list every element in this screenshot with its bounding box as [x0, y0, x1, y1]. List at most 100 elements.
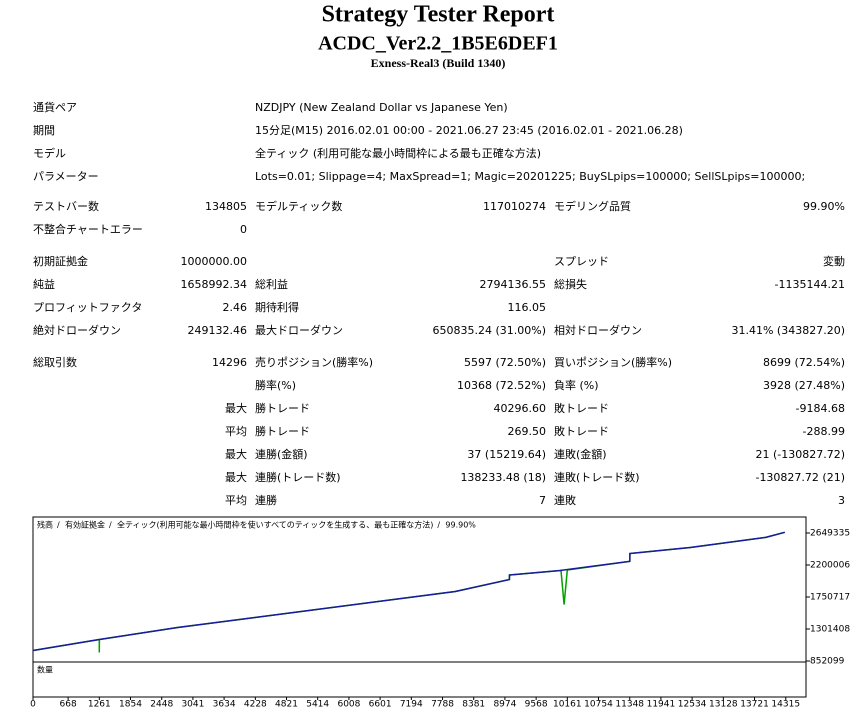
row-value: 37 (15219.64) [467, 448, 546, 461]
row-label: 敗トレード [554, 401, 609, 415]
row-label: 期待利得 [255, 300, 299, 314]
x-tick-label: 3634 [213, 700, 236, 710]
row-label: モデリング品質 [554, 199, 631, 213]
x-tick-label: 8974 [493, 700, 516, 710]
row-label: 純益 [33, 277, 55, 291]
server: Exness-Real3 (Build 1340) [371, 56, 506, 70]
y-tick-label: 2200006 [810, 561, 850, 571]
row-label: テストバー数 [33, 200, 99, 213]
x-tick-label: 10161 [553, 700, 582, 710]
row-label: 連敗(金額) [554, 447, 607, 461]
row-label: 相対ドローダウン [554, 323, 642, 337]
row-value: 8699 (72.54%) [763, 356, 845, 369]
legend-entry: 残高 [37, 520, 53, 530]
volume-label: 数量 [37, 665, 53, 675]
row-value: 134805 [205, 200, 247, 213]
volume-frame [32, 661, 807, 698]
row-value: 249132.46 [188, 324, 248, 337]
x-tick-label: 11941 [647, 700, 676, 710]
x-tick-label: 7194 [400, 700, 423, 710]
row-value: -130827.72 (21) [755, 471, 845, 484]
y-tick-label: 1750717 [810, 592, 850, 602]
row-value: 21 (-130827.72) [755, 448, 845, 461]
row-value: 117010274 [483, 200, 546, 213]
x-tick-label: 4228 [244, 700, 267, 710]
row-label: 敗トレード [554, 424, 609, 438]
legend-sep: / [437, 521, 440, 530]
row-label: 連勝(トレード数) [255, 470, 341, 484]
x-tick-label: 4821 [275, 700, 298, 710]
row-value: 最大 [225, 401, 247, 415]
row-label: 15分足(M15) 2016.02.01 00:00 - 2021.06.27 … [255, 124, 683, 137]
series-line [32, 531, 785, 652]
row-label: 勝トレード [255, 424, 310, 438]
legend-sep: / [109, 521, 112, 530]
row-label: 総取引数 [33, 355, 77, 369]
row-value: 40296.60 [494, 402, 547, 415]
row-value: -9184.68 [796, 402, 845, 415]
x-tick-label: 668 [60, 700, 77, 710]
row-label: 総利益 [255, 277, 288, 291]
x-tick-label: 13128 [709, 700, 738, 710]
x-tick-label: 11348 [615, 700, 644, 710]
x-tick-label: 12534 [678, 700, 707, 710]
y-tick-label: 2649335 [810, 529, 850, 539]
row-label: 全ティック (利用可能な最小時間枠による最も正確な方法) [255, 146, 541, 160]
row-label: 最大ドローダウン [255, 323, 343, 337]
row-value: 最大 [225, 447, 247, 461]
row-value: -1135144.21 [775, 278, 845, 291]
row-value: 116.05 [508, 301, 547, 314]
legend-entry: 有効証拠金 [65, 520, 105, 530]
x-tick-label: 8381 [462, 700, 485, 710]
row-value: -288.99 [803, 425, 845, 438]
row-value: 平均 [225, 425, 247, 438]
row-label: モデル [33, 146, 66, 160]
x-tick-label: 2448 [150, 700, 173, 710]
legend-entry: 99.90% [445, 521, 476, 530]
row-label: 買いポジション(勝率%) [554, 355, 672, 369]
row-label: Lots=0.01; Slippage=4; MaxSpread=1; Magi… [255, 170, 805, 183]
row-value: 1000000.00 [181, 255, 247, 268]
x-tick-label: 13721 [740, 700, 769, 710]
row-value: 138233.48 (18) [460, 471, 546, 484]
row-label: 売りポジション(勝率%) [255, 355, 373, 369]
row-label: 連勝(金額) [255, 447, 308, 461]
row-label: 負率 (%) [554, 378, 599, 392]
row-value: 0 [240, 223, 247, 236]
row-label: NZDJPY (New Zealand Dollar vs Japanese Y… [255, 101, 508, 114]
row-value: 14296 [212, 356, 247, 369]
row-label: 期間 [33, 124, 55, 137]
row-value: 31.41% (343827.20) [731, 324, 845, 337]
row-label: 勝トレード [255, 401, 310, 415]
row-label: パラメーター [33, 170, 99, 183]
row-value: 269.50 [508, 425, 547, 438]
x-tick-label: 10754 [584, 700, 613, 710]
row-label: 不整合チャートエラー [33, 222, 143, 236]
y-tick-label: 1301408 [810, 624, 850, 634]
row-label: プロフィットファクタ [33, 301, 142, 314]
chart-frame [32, 516, 807, 663]
row-label: スプレッド [554, 255, 609, 268]
row-label: 連勝 [255, 493, 277, 507]
x-tick-label: 3041 [181, 700, 204, 710]
row-label: 勝率(%) [255, 378, 296, 392]
row-value: 10368 (72.52%) [457, 379, 546, 392]
row-value: 3 [838, 494, 845, 507]
row-label: 通貨ペア [33, 100, 77, 114]
row-label: モデルティック数 [255, 199, 342, 213]
x-tick-label: 1854 [119, 700, 142, 710]
row-value: 1658992.34 [181, 278, 247, 291]
x-tick-label: 14315 [771, 700, 800, 710]
row-value: 7 [539, 494, 546, 507]
row-value: 最大 [225, 470, 247, 484]
row-value: 変動 [823, 254, 845, 268]
row-value: 2794136.55 [480, 278, 546, 291]
legend-sep: / [57, 521, 60, 530]
report-title: Strategy Tester Report [322, 2, 555, 28]
x-tick-label: 6601 [369, 700, 392, 710]
row-label: 絶対ドローダウン [33, 323, 121, 337]
x-tick-label: 0 [30, 700, 36, 710]
row-label: 連敗 [554, 493, 576, 507]
row-value: 平均 [225, 494, 247, 507]
